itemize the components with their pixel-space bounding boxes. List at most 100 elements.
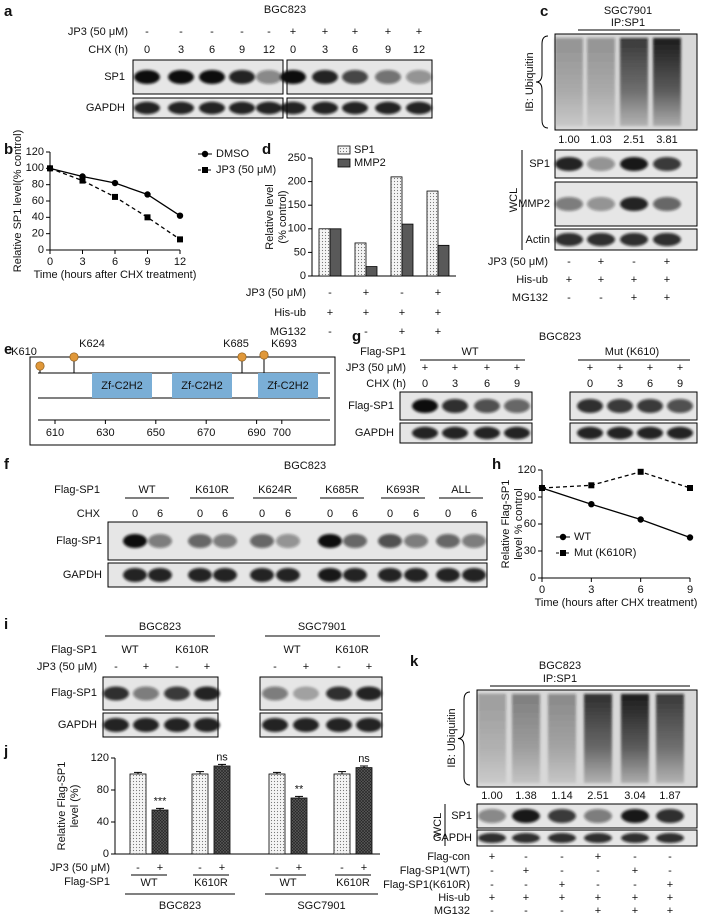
group: K685R — [325, 484, 359, 496]
band — [280, 70, 306, 84]
significance: ns — [358, 753, 370, 765]
residue-label: 630 — [96, 427, 114, 439]
condition-label: MG132 — [434, 905, 470, 916]
quantification: 1.14 — [551, 790, 572, 802]
y-tick-label: 20 — [32, 228, 44, 240]
condition-value: + — [361, 862, 367, 874]
bar-texture — [214, 766, 230, 854]
bar-texture — [291, 798, 307, 854]
panel-label: h — [492, 456, 501, 473]
band — [318, 568, 342, 582]
panel-label: c — [540, 3, 548, 20]
site-marker — [259, 350, 269, 360]
y-tick-label: 0 — [38, 244, 44, 256]
condition-value: + — [523, 892, 529, 904]
condition-value: 3 — [178, 44, 184, 56]
wcl-label: WCL — [432, 813, 444, 837]
smear — [587, 38, 615, 126]
band — [656, 809, 684, 823]
group: WT — [461, 346, 478, 358]
band — [548, 833, 576, 843]
panel-label: g — [352, 328, 361, 345]
condition-label: His-ub — [516, 274, 548, 286]
y-tick-label: 200 — [288, 176, 306, 188]
band — [343, 568, 367, 582]
band — [548, 809, 576, 823]
band — [188, 568, 212, 582]
band — [199, 70, 225, 84]
domain — [92, 373, 152, 398]
point — [588, 501, 595, 508]
band — [276, 534, 300, 548]
quantification: 1.03 — [590, 134, 611, 146]
band — [653, 197, 681, 211]
band — [293, 686, 319, 701]
band — [478, 833, 506, 843]
band — [512, 833, 540, 843]
condition-value: - — [560, 851, 564, 863]
condition-value: + — [435, 307, 441, 319]
quantification: 2.51 — [587, 790, 608, 802]
site-marker — [69, 352, 79, 362]
condition-value: + — [204, 661, 210, 673]
condition-label: Flag-SP1(WT) — [400, 865, 470, 877]
x-tick-label: 0 — [47, 256, 53, 268]
band — [213, 534, 237, 548]
band — [103, 686, 129, 701]
condition-value: 0 — [327, 508, 333, 520]
condition-value: 6 — [484, 378, 490, 390]
condition-value: + — [489, 892, 495, 904]
band — [280, 101, 306, 115]
quantification: 1.87 — [659, 790, 680, 802]
y-tick-label: 0 — [103, 848, 109, 860]
wcl-label: WCL — [508, 188, 520, 212]
band — [103, 718, 129, 732]
condition-value: - — [633, 879, 637, 891]
legend-label: DMSO — [216, 148, 249, 160]
band — [148, 568, 172, 582]
condition-value: + — [327, 307, 333, 319]
quantification: 1.38 — [515, 790, 536, 802]
legend-label: JP3 (50 μM) — [216, 164, 276, 176]
group: WT — [279, 877, 296, 889]
condition-value: + — [595, 892, 601, 904]
quantification: 3.04 — [624, 790, 645, 802]
condition-value: 0 — [587, 378, 593, 390]
condition-value: + — [667, 892, 673, 904]
x-axis-label: Time (hours after CHX treatment) — [535, 597, 698, 609]
band — [312, 101, 338, 115]
y-tick-label: 40 — [32, 211, 44, 223]
condition-value: - — [179, 26, 183, 38]
condition-value: + — [587, 362, 593, 374]
bar-texture — [152, 810, 168, 854]
condition-value: 6 — [352, 508, 358, 520]
blot-label: SP1 — [104, 71, 125, 83]
condition-value: - — [400, 287, 404, 299]
smear — [656, 694, 684, 783]
group-label: Flag-SP1 — [54, 484, 100, 496]
series-line — [49, 167, 181, 217]
y-axis-label: Relative SP1 level(% control) — [12, 130, 24, 272]
group-label: Flag-SP1 — [51, 644, 97, 656]
band — [168, 101, 194, 115]
brace — [535, 35, 549, 129]
panel-label: f — [4, 456, 10, 473]
condition-value: + — [422, 362, 428, 374]
blot-label: GAPDH — [58, 719, 97, 731]
cell-line-title: BGC823 — [264, 4, 306, 16]
condition-value: - — [524, 879, 528, 891]
condition-value: 0 — [144, 44, 150, 56]
condition-value: - — [490, 865, 494, 877]
condition-value: - — [567, 256, 571, 268]
band — [607, 399, 633, 413]
smear — [555, 38, 583, 126]
group: K624R — [258, 484, 292, 496]
residue-label: 610 — [46, 427, 64, 439]
cell-line-title: BGC823 — [539, 331, 581, 343]
band — [343, 534, 367, 548]
bar-texture — [334, 774, 350, 854]
condition-value: - — [328, 287, 332, 299]
band — [342, 70, 368, 84]
legend-marker — [560, 550, 566, 556]
legend-texture — [338, 146, 350, 154]
